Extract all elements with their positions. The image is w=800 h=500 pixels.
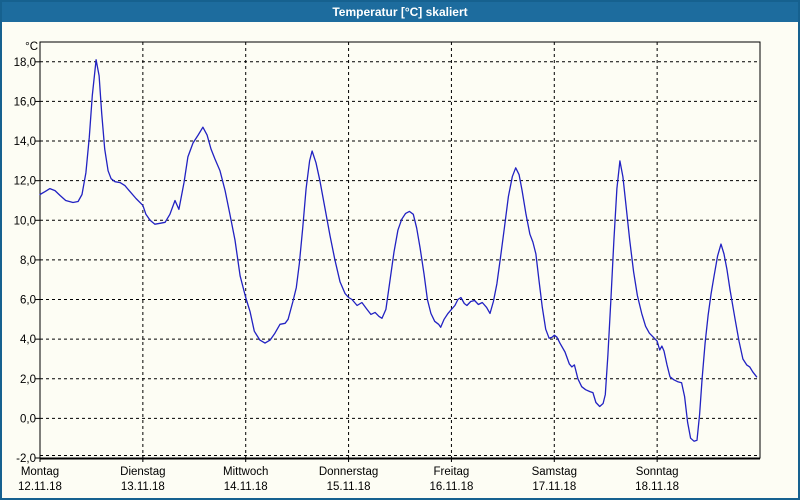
v-gridlines	[142, 42, 658, 458]
day-date-label: 13.11.18	[121, 481, 165, 493]
day-date-label: 12.11.18	[18, 481, 62, 493]
day-date-label: 16.11.18	[429, 481, 473, 493]
plot-border-group	[39, 41, 761, 460]
day-name-label: Sonntag	[636, 466, 679, 478]
y-tick-label: 4,0	[20, 334, 36, 346]
day-name-label: Mittwoch	[223, 466, 268, 478]
day-name-label: Dienstag	[120, 466, 165, 478]
x-axis-labels: Montag 12.11.18 Dienstag 13.11.18 Mittwoch 14…	[18, 458, 679, 493]
y-tick-label: 16,0	[14, 96, 36, 108]
day-date-label: 15.11.18	[327, 481, 371, 493]
y-tick-label: 6,0	[20, 295, 36, 307]
series-group	[39, 59, 758, 442]
y-tick-label: 12,0	[14, 176, 36, 188]
y-axis-unit-label: °C	[25, 41, 38, 53]
day-date-label: 18.11.18	[635, 481, 679, 493]
y-tick-label: 10,0	[14, 215, 36, 227]
temperature-series-line	[39, 59, 758, 442]
window-titlebar[interactable]: Temperatur [°C] skaliert	[0, 0, 800, 22]
day-name-label: Montag	[21, 466, 59, 478]
day-name-label: Samstag	[532, 466, 577, 478]
day-date-label: 17.11.18	[532, 481, 576, 493]
window-title: Temperatur [°C] skaliert	[332, 5, 468, 19]
y-axis-labels: 18,0 16,0 14,0 12,0 10,0 8,0 6,0 4,0 2,0 0,0 -2,0 °…	[14, 41, 40, 465]
y-tick-label: 2,0	[20, 374, 36, 386]
y-tick-label: 14,0	[14, 136, 36, 148]
plot-border	[39, 41, 761, 459]
y-tick-label: 8,0	[20, 255, 36, 267]
y-tick-label: 18,0	[14, 57, 36, 69]
h-gridlines	[40, 61, 760, 456]
day-name-label: Freitag	[434, 466, 470, 478]
y-tick-label: -2,0	[16, 453, 36, 465]
day-name-label: Donnerstag	[319, 466, 378, 478]
day-date-label: 14.11.18	[224, 481, 268, 493]
y-tick-label: 0,0	[20, 413, 36, 425]
